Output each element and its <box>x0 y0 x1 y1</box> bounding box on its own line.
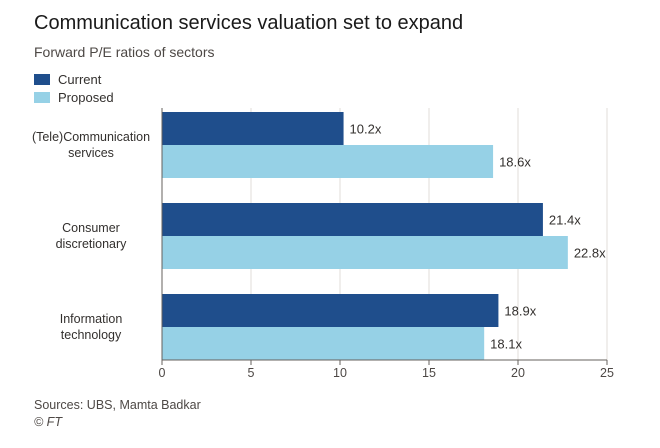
x-tick-label-1: 5 <box>248 366 255 380</box>
bar-proposed-1 <box>162 236 568 269</box>
x-tick-label-0: 0 <box>159 366 166 380</box>
source-note: Sources: UBS, Mamta Badkar <box>34 398 201 412</box>
value-label-proposed-1: 22.8x <box>574 246 606 261</box>
x-tick-label-5: 25 <box>600 366 614 380</box>
value-label-proposed-2: 18.1x <box>490 337 522 352</box>
category-label-0-0: (Tele)Communication <box>32 130 150 144</box>
legend-swatch-current <box>34 73 50 85</box>
legend: Current Proposed <box>34 70 114 106</box>
value-label-current-1: 21.4x <box>549 213 581 228</box>
ft-credit: © FT <box>34 415 62 429</box>
legend-label-proposed: Proposed <box>58 89 114 105</box>
category-label-1-1: discretionary <box>56 237 128 251</box>
bar-current-0 <box>162 112 344 145</box>
x-tick-label-3: 15 <box>422 366 436 380</box>
bar-current-1 <box>162 203 543 236</box>
bar-proposed-0 <box>162 145 494 178</box>
category-label-2-0: Information <box>60 312 123 326</box>
category-label-2-1: technology <box>61 328 122 342</box>
bar-current-2 <box>162 294 499 327</box>
legend-item-proposed: Proposed <box>34 88 114 106</box>
x-tick-label-4: 20 <box>511 366 525 380</box>
x-tick-label-2: 10 <box>333 366 347 380</box>
legend-swatch-proposed <box>34 91 50 103</box>
category-label-1-0: Consumer <box>62 221 120 235</box>
bar-proposed-2 <box>162 327 485 360</box>
footer: Sources: UBS, Mamta Badkar © FT <box>34 397 201 431</box>
chart-subtitle: Forward P/E ratios of sectors <box>34 44 215 60</box>
chart-title: Communication services valuation set to … <box>34 12 464 34</box>
legend-item-current: Current <box>34 70 114 88</box>
value-label-current-2: 18.9x <box>504 304 536 319</box>
value-label-proposed-0: 18.6x <box>499 155 531 170</box>
legend-label-current: Current <box>58 71 102 87</box>
value-label-current-0: 10.2x <box>350 122 382 137</box>
category-label-0-1: services <box>68 146 114 160</box>
